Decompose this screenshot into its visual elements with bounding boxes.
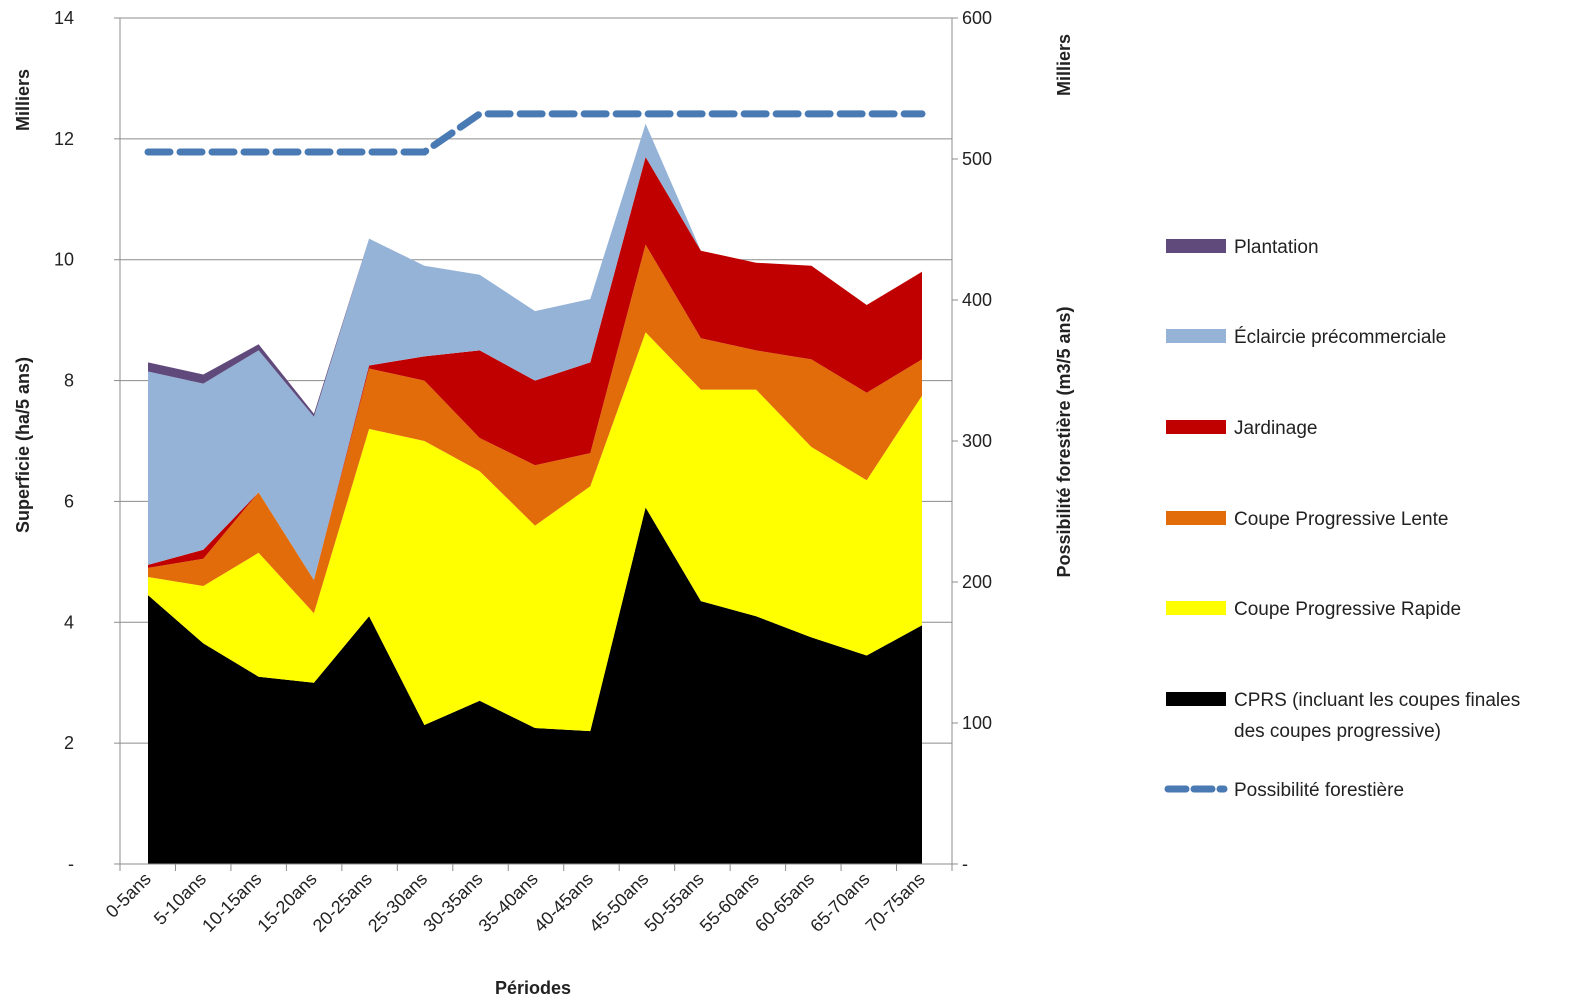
x-tick-label: 10-15ans [198,869,265,936]
right-axis-units: Milliers [1054,34,1074,96]
x-tick-label: 35-40ans [475,869,542,936]
x-tick-label: 0-5ans [102,869,155,922]
area-series-1 [148,332,922,732]
legend-swatch [1166,329,1226,343]
legend-label: Éclaircie précommerciale [1234,327,1446,348]
x-axis-title: Périodes [495,978,571,998]
x-tick-label: 70-75ans [862,869,929,936]
right-tick-label: 500 [962,149,992,169]
legend-label: Plantation [1234,237,1319,258]
x-tick-label: 15-20ans [253,869,320,936]
legend: Plantation Éclaircie précommerciale Jardin… [1164,237,1520,801]
right-axis-title: Possibilité forestière (m3/5 ans) [1054,306,1074,577]
right-tick-label: 600 [962,8,992,28]
legend-label: CPRS (incluant les coupes finales des cou… [1234,690,1520,742]
legend-swatch [1166,692,1226,706]
legend-label: Coupe Progressive Rapide [1234,599,1461,620]
x-tick-label: 25-30ans [364,869,431,936]
area-series-0 [148,507,922,864]
x-tick-label: 50-55ans [640,869,707,936]
left-tick-label: 8 [64,371,74,391]
left-tick-label: 14 [54,8,74,28]
x-tick-label: 45-50ans [585,869,652,936]
left-axis-units: Milliers [13,69,33,131]
x-tick-label: 30-35ans [419,869,486,936]
x-tick-label: 20-25ans [309,869,376,936]
stacked-areas [148,123,922,864]
possibilite-line [144,110,926,156]
x-tick-label: 55-60ans [696,869,763,936]
right-tick-label: 300 [962,431,992,451]
area-series-4 [148,123,922,581]
legend-swatch [1166,601,1226,615]
left-tick-label: 6 [64,491,74,511]
legend-swatch [1166,511,1226,525]
legend-swatch [1166,420,1226,434]
left-tick-label: 2 [64,733,74,753]
x-tick-label: 40-45ans [530,869,597,936]
right-tick-label: - [962,854,968,874]
legend-swatch [1166,239,1226,253]
right-tick-label: 200 [962,572,992,592]
area-series-2 [148,244,922,614]
right-tick-label: 100 [962,713,992,733]
left-tick-label: 12 [54,129,74,149]
area-series-3 [148,157,922,580]
x-tick-label: 60-65ans [751,869,818,936]
legend-label: Possibilité forestière [1234,780,1404,801]
legend-label: Jardinage [1234,418,1317,439]
legend-label-line: CPRS (incluant les coupes finales [1234,690,1520,711]
left-tick-label: - [68,854,74,874]
right-tick-label: 400 [962,290,992,310]
left-tick-label: 10 [54,250,74,270]
legend-label-line: des coupes progressive) [1234,721,1441,742]
legend-label: Coupe Progressive Lente [1234,509,1448,530]
possibilite-forestiere-line [144,110,926,156]
left-axis-title: Superficie (ha/5 ans) [13,357,33,533]
x-tick-label: 65-70ans [806,869,873,936]
left-tick-label: 4 [64,612,74,632]
